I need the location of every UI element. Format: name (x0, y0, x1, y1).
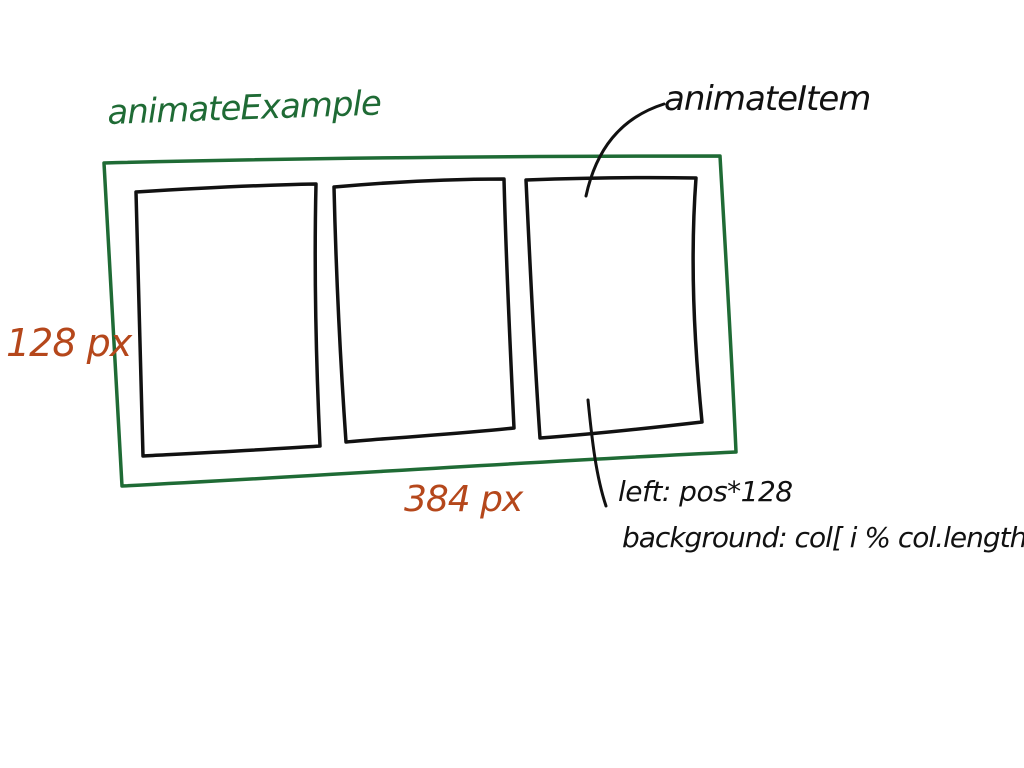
animate-example-container (102, 154, 738, 488)
container-width-label: 384 px (404, 479, 523, 520)
left-rule-note: left: pos*128 (618, 475, 793, 508)
animate-item-1 (134, 182, 322, 458)
container-name-label: animateExample (106, 83, 382, 133)
background-rule-note: background: col[ i % col.length] (622, 521, 1024, 554)
animate-item-2 (332, 177, 516, 444)
note-leader-line (586, 398, 608, 508)
animate-item-3 (524, 175, 704, 440)
item-name-label: animateItem (664, 79, 871, 119)
item-leader-line (584, 102, 666, 198)
container-height-label: 128 px (6, 321, 132, 365)
